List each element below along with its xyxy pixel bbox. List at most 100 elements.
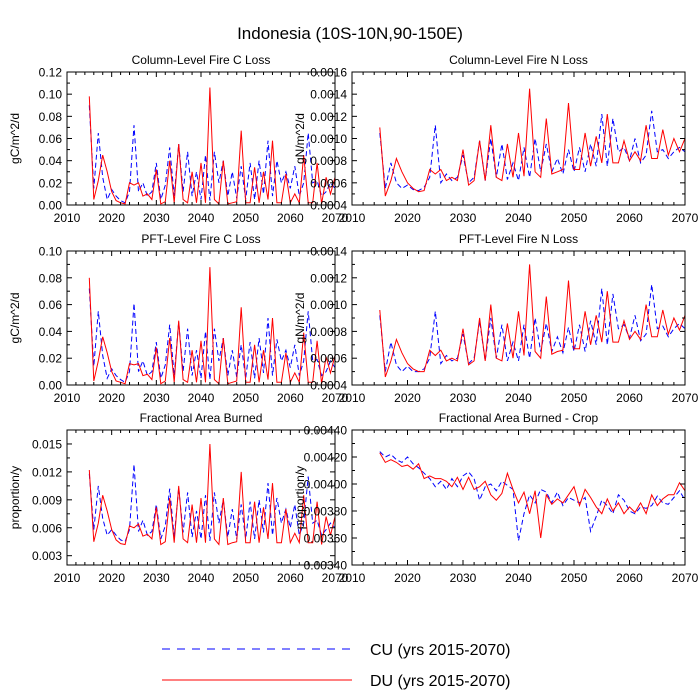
x-tick-label: 2060 <box>616 571 643 585</box>
figure-title: Indonesia (10S-10N,90-150E) <box>237 24 463 43</box>
x-tick-label: 2020 <box>98 391 125 405</box>
y-tick-label: 0.003 <box>32 549 62 563</box>
x-tick-label: 2050 <box>561 211 588 225</box>
y-tick-label: 0.0010 <box>310 298 347 312</box>
series-line-du <box>379 264 685 378</box>
x-tick-label: 2060 <box>277 211 304 225</box>
panel-title: Column-Level Fire C Loss <box>132 53 271 67</box>
x-tick-label: 2070 <box>672 391 699 405</box>
y-tick-label: 0.0010 <box>310 132 347 146</box>
x-tick-label: 2010 <box>54 211 81 225</box>
x-tick-label: 2010 <box>339 391 366 405</box>
x-tick-label: 2040 <box>188 571 215 585</box>
y-tick-label: 0.0012 <box>310 110 347 124</box>
panel-2: 2010 2020 2030 2040 2050 2060 20700.00040.0006… <box>293 53 699 225</box>
x-tick-label: 2070 <box>322 571 349 585</box>
series-line-du <box>379 88 685 197</box>
y-tick-label: 0.04 <box>39 154 63 168</box>
y-axis-label: proportion/y <box>8 466 22 529</box>
panel-3: 2010 2020 2030 2040 2050 2060 2070 0.00 0.02 0.04… <box>8 232 349 405</box>
y-tick-label: 0.0014 <box>310 245 347 259</box>
y-tick-label: 0.00380 <box>304 505 348 519</box>
x-tick-label: 2040 <box>505 211 532 225</box>
y-tick-label: 0.0006 <box>310 352 347 366</box>
y-tick-label: 0.0014 <box>310 88 347 102</box>
y-tick-label: 0.00440 <box>304 424 348 438</box>
y-tick-label: 0.02 <box>39 352 63 366</box>
x-tick-label: 2030 <box>450 571 477 585</box>
y-tick-label: 0.012 <box>32 465 62 479</box>
x-tick-label: 2050 <box>561 391 588 405</box>
x-tick-label: 2020 <box>98 211 125 225</box>
y-tick-label: 0.00420 <box>304 451 348 465</box>
panel-title: Fractional Area Burned - Crop <box>439 411 599 425</box>
legend: CU (yrs 2015-2070) DU (yrs 2015-2070) <box>162 642 511 690</box>
series-line-cu <box>379 284 685 373</box>
x-tick-label: 2010 <box>339 571 366 585</box>
series-line-cu <box>88 464 335 543</box>
y-tick-label: 0.0008 <box>310 154 347 168</box>
x-tick-label: 2030 <box>450 391 477 405</box>
series-line-du <box>88 443 335 546</box>
x-tick-label: 2030 <box>143 211 170 225</box>
plot-frame <box>351 429 686 566</box>
y-tick-label: 0.08 <box>39 271 63 285</box>
y-tick-label: 0.00400 <box>304 478 348 492</box>
y-tick-label: 0.02 <box>39 176 63 190</box>
x-tick-label: 2040 <box>188 211 215 225</box>
x-tick-label: 2070 <box>672 211 699 225</box>
x-tick-label: 2030 <box>143 391 170 405</box>
x-tick-label: 2030 <box>450 211 477 225</box>
series-line-du <box>379 452 685 539</box>
panels: 2010 2020 2030 2040 2050 2060 2070 0.00 0.02 0.04… <box>8 53 699 585</box>
y-tick-label: 0.00340 <box>304 559 348 573</box>
x-tick-label: 2050 <box>232 391 259 405</box>
panel-5: 2010 2020 2030 2040 2050 2060 2070 0.003 0.006 0.… <box>8 411 349 585</box>
y-tick-label: 0.08 <box>39 110 63 124</box>
y-tick-label: 0.0004 <box>310 199 347 213</box>
x-tick-label: 2010 <box>54 571 81 585</box>
panel-title: PFT-Level Fire C Loss <box>141 232 260 246</box>
x-tick-label: 2070 <box>322 391 349 405</box>
x-tick-label: 2020 <box>394 391 421 405</box>
y-axis-label: gN/m^2/d <box>293 113 307 164</box>
y-tick-label: 0.0016 <box>310 66 347 80</box>
x-tick-label: 2040 <box>505 571 532 585</box>
y-axis-label: gC/m^2/d <box>8 293 22 344</box>
x-tick-label: 2060 <box>616 391 643 405</box>
x-tick-label: 2050 <box>232 571 259 585</box>
y-tick-label: 0.00 <box>39 199 63 213</box>
x-tick-label: 2020 <box>98 571 125 585</box>
legend-label-cu: CU (yrs 2015-2070) <box>370 642 511 659</box>
y-tick-label: 0.015 <box>32 437 62 451</box>
series-line-cu <box>379 110 685 192</box>
y-tick-label: 0.00360 <box>304 532 348 546</box>
panel-title: PFT-Level Fire N Loss <box>459 232 578 246</box>
y-tick-label: 0.0004 <box>310 379 347 393</box>
y-tick-label: 0.10 <box>39 245 63 259</box>
x-tick-label: 2040 <box>505 391 532 405</box>
y-tick-label: 0.009 <box>32 493 62 507</box>
x-tick-label: 2060 <box>277 571 304 585</box>
y-axis-label: proportion/y <box>293 466 307 529</box>
x-tick-label: 2010 <box>339 211 366 225</box>
panel-6: 2010 2020 2030 2040 2050 2060 20700.003400.003… <box>293 411 699 585</box>
panel-1: 2010 2020 2030 2040 2050 2060 2070 0.00 0.02 0.04… <box>8 53 349 225</box>
x-tick-label: 2060 <box>277 391 304 405</box>
series-line-cu <box>379 451 685 541</box>
y-tick-label: 0.0008 <box>310 325 347 339</box>
y-tick-label: 0.006 <box>32 521 62 535</box>
series-line-du <box>88 87 335 205</box>
y-tick-label: 0.04 <box>39 325 63 339</box>
y-axis-label: gN/m^2/d <box>293 293 307 344</box>
y-axis-label: gC/m^2/d <box>8 113 22 164</box>
x-tick-label: 2020 <box>394 211 421 225</box>
x-tick-label: 2060 <box>616 211 643 225</box>
x-tick-label: 2050 <box>561 571 588 585</box>
x-tick-label: 2040 <box>188 391 215 405</box>
plot-frame <box>351 250 686 386</box>
series-line-du <box>88 267 335 385</box>
y-tick-label: 0.06 <box>39 298 63 312</box>
panel-title: Fractional Area Burned <box>140 411 263 425</box>
